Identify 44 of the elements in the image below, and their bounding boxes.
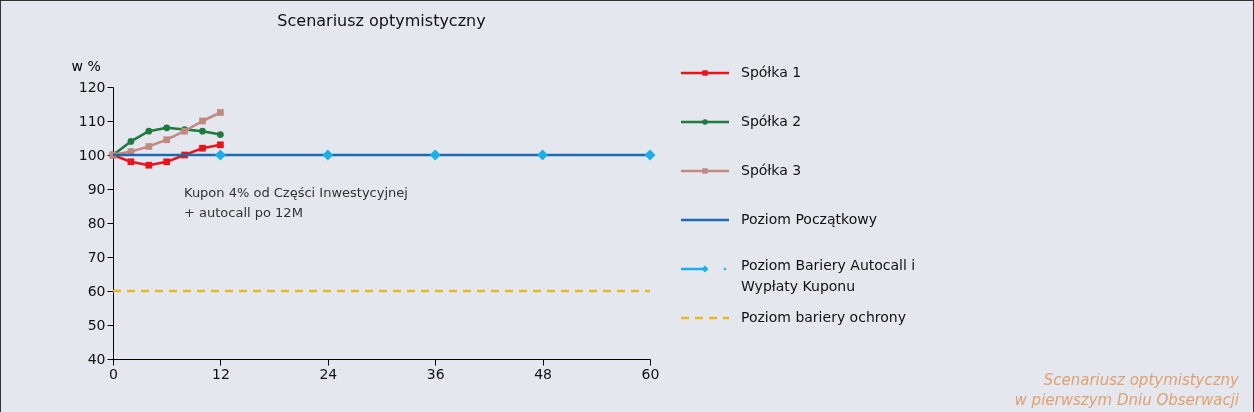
point (537, 149, 549, 161)
point (127, 138, 135, 145)
legend-label: Spółka 3 (741, 162, 802, 178)
y-tick-label: 70 (87, 248, 106, 265)
point (145, 143, 153, 150)
point (217, 109, 224, 116)
y-tick-label: 50 (87, 316, 106, 333)
annotation: Kupon 4% od Części Inwestycyjnej + autocall po 12M (184, 185, 408, 220)
y-tick-label: 40 (87, 350, 106, 367)
x-tick-label: 60 (641, 365, 660, 382)
point (217, 131, 224, 138)
legend-label: Spółka 2 (741, 113, 802, 129)
point (127, 158, 135, 166)
point (322, 149, 334, 161)
point (145, 161, 153, 169)
legend-label: Poziom bariery ochrony (741, 309, 906, 325)
point (163, 136, 171, 144)
x-tick-label: 24 (319, 365, 338, 382)
point (163, 158, 171, 166)
y-tick-label: 100 (78, 146, 106, 163)
y-axis-title: w % (71, 57, 101, 74)
point (644, 149, 656, 161)
legend-label: Poziom Bariery Autocall i Wypłaty Kuponu (741, 257, 916, 294)
point (163, 124, 171, 132)
point (199, 117, 206, 125)
point (214, 149, 226, 161)
point (217, 141, 224, 149)
y-tick-label: 90 (87, 180, 106, 197)
x-tick-label: 12 (211, 365, 230, 382)
x-tick-label: 48 (534, 365, 553, 382)
chart-title: Scenariusz optymistyczny (277, 11, 486, 30)
point (145, 127, 153, 135)
point (199, 127, 206, 135)
x-tick-label: 0 (109, 365, 118, 382)
legend-label: Spółka 1 (741, 64, 802, 80)
y-tick-label: 120 (78, 78, 106, 95)
point (429, 149, 441, 161)
y-tick-label: 60 (87, 282, 106, 299)
text: Scenariusz optymistyczny w pierwszym Dniu Obserwacji (1013, 370, 1239, 410)
y-tick-label: 80 (87, 214, 106, 231)
legend-label: Poziom Początkowy (741, 211, 877, 227)
x-tick-label: 36 (426, 365, 445, 382)
y-tick-label: 110 (78, 112, 106, 129)
point (199, 144, 206, 152)
